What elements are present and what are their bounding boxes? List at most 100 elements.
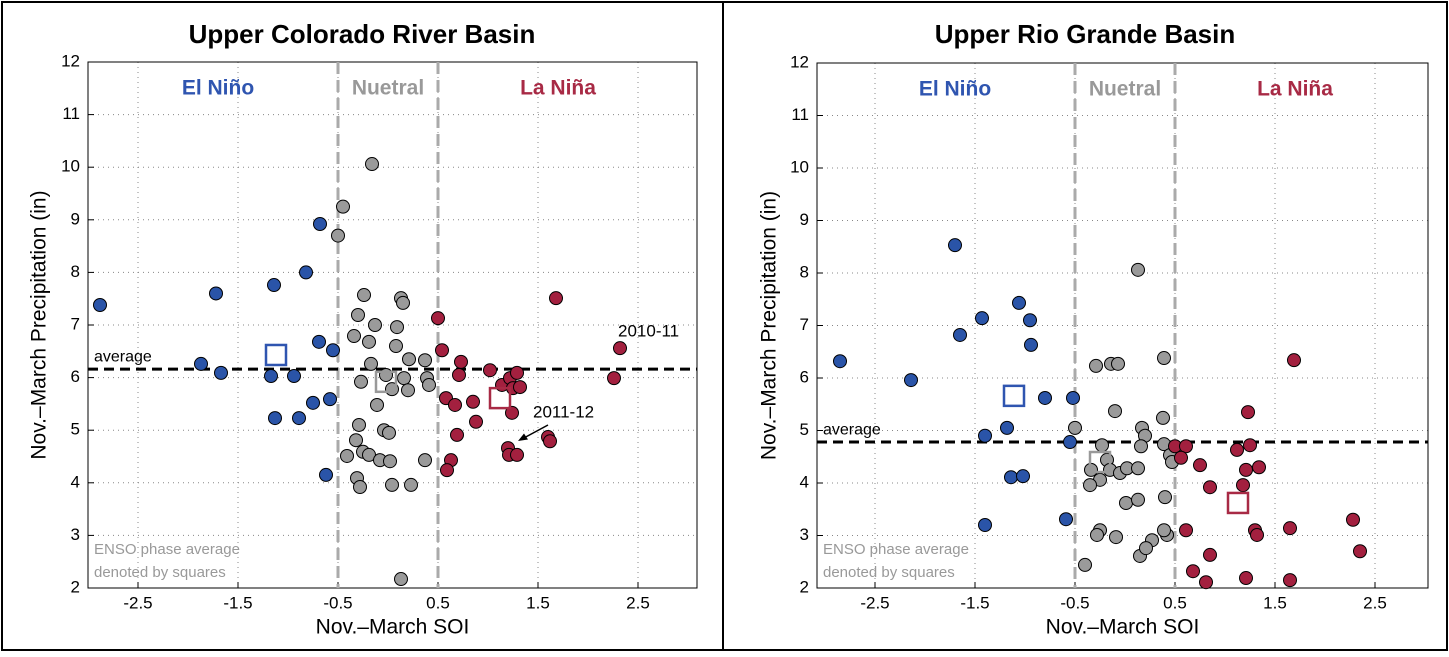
data-point (326, 343, 340, 358)
y-tick-label: 11 (62, 104, 80, 123)
data-point (469, 414, 483, 429)
data-point (402, 352, 416, 367)
data-point (1108, 404, 1122, 419)
plot-frame (87, 61, 698, 589)
data-point (214, 365, 228, 380)
annotation-arrowhead (518, 433, 528, 441)
data-point (306, 395, 320, 410)
data-point (1134, 439, 1148, 454)
y-tick-label: 9 (71, 209, 80, 228)
data-point (385, 477, 399, 492)
legend-label: Nuetral (352, 77, 424, 100)
data-point (1000, 420, 1014, 435)
legend-label: El Niño (919, 78, 991, 101)
data-point (1157, 523, 1171, 538)
data-point (1241, 405, 1255, 420)
data-point (353, 480, 367, 495)
data-point (368, 318, 382, 332)
data-point (390, 320, 404, 335)
y-tick-label: 9 (800, 210, 809, 229)
data-point (513, 380, 527, 395)
note: denoted by squares (823, 564, 955, 581)
data-point (354, 374, 368, 389)
data-point (1059, 512, 1073, 527)
data-point (323, 392, 337, 407)
data-point (1139, 541, 1153, 556)
data-point (1252, 460, 1266, 475)
y-axis-label: Nov.–March Precipitation (in) (28, 190, 51, 459)
average-label: average (94, 348, 152, 365)
data-point (357, 288, 371, 303)
data-point (483, 363, 497, 378)
y-tick-label: 4 (71, 472, 80, 491)
data-point (313, 217, 327, 232)
data-point (1346, 512, 1360, 527)
data-point (394, 572, 408, 587)
data-point (948, 238, 962, 253)
data-point (370, 397, 384, 412)
data-point (340, 448, 354, 463)
data-point (1095, 438, 1109, 453)
legend-label: Nuetral (1089, 78, 1161, 101)
data-point (1203, 547, 1217, 562)
data-point (953, 327, 967, 342)
data-point (352, 417, 366, 432)
data-point (349, 433, 363, 448)
note: ENSO phase average (823, 541, 969, 558)
annotation: 2011-12 (533, 402, 594, 421)
data-point (450, 427, 464, 442)
data-point (362, 334, 376, 349)
x-tick-label: -2.5 (123, 593, 152, 612)
data-point (1089, 358, 1103, 373)
data-point (1283, 573, 1297, 588)
data-point (1131, 492, 1145, 507)
data-point (1193, 458, 1207, 473)
x-tick-label: 2.5 (1363, 593, 1387, 612)
legend-label: La Niña (520, 77, 596, 100)
data-point (549, 291, 563, 306)
y-tick-label: 2 (800, 577, 809, 596)
y-tick-label: 5 (800, 420, 809, 439)
data-point (379, 367, 393, 382)
legend-label: El Niño (182, 77, 254, 100)
y-tick-label: 4 (800, 472, 809, 491)
data-point (336, 199, 350, 214)
data-point (299, 265, 313, 280)
data-point (607, 371, 621, 386)
y-tick-label: 11 (791, 105, 809, 124)
data-point (1083, 478, 1097, 493)
data-point (292, 411, 306, 426)
data-point (1353, 544, 1367, 559)
x-tick-label: -0.5 (323, 593, 352, 612)
y-tick-label: 7 (71, 314, 80, 333)
data-point (319, 467, 333, 482)
data-point (264, 369, 278, 384)
data-point (389, 339, 403, 354)
data-point (1179, 439, 1193, 454)
data-point (435, 343, 449, 358)
data-point (466, 394, 480, 409)
data-point (1179, 523, 1193, 538)
data-point (1078, 557, 1092, 572)
x-axis-label: Nov.–March SOI (316, 616, 470, 639)
data-point (1157, 351, 1171, 366)
data-point (978, 428, 992, 443)
data-point (510, 447, 524, 462)
y-tick-label: 8 (71, 262, 80, 281)
data-point (1199, 575, 1213, 590)
data-point (397, 371, 411, 386)
phase-average-square (374, 370, 398, 394)
y-tick-label: 10 (61, 157, 80, 176)
y-tick-label: 2 (71, 577, 80, 596)
data-point (1203, 480, 1217, 495)
data-point (975, 311, 989, 326)
data-point (440, 463, 454, 478)
data-point (1236, 478, 1250, 493)
legend-label: La Niña (1257, 78, 1333, 101)
phase-average-square (488, 386, 512, 410)
data-point (268, 411, 282, 426)
x-tick-label: 1.5 (1263, 593, 1287, 612)
data-point (1066, 390, 1080, 405)
y-tick-label: 12 (790, 52, 809, 71)
